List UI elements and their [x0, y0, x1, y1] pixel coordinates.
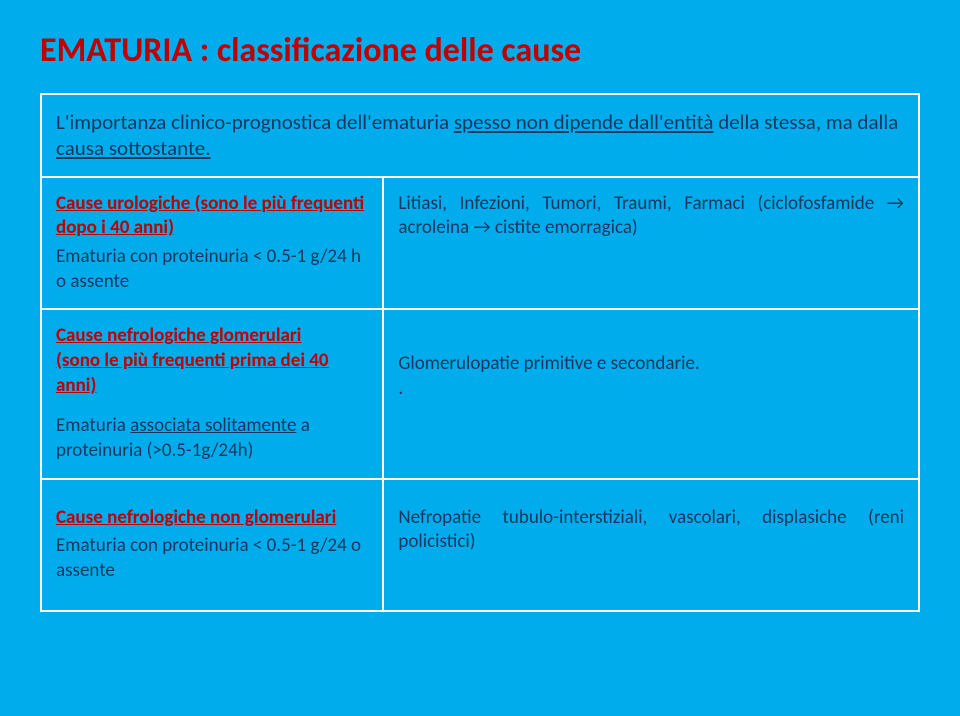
row-glomerulari: Cause nefrologiche glomerulari (sono le … [41, 309, 919, 478]
row2-left: Cause nefrologiche glomerulari (sono le … [41, 309, 383, 478]
row1-line1: Ematuria con proteinuria < 0.5-1 g/24 h … [56, 245, 368, 294]
spacer [56, 398, 368, 410]
intro-seg-4: causa sottostante. [56, 135, 211, 161]
row2-desc: Glomerulopatie primitive e secondarie. [398, 352, 904, 377]
row2-seg-1: Ematuria [56, 414, 130, 437]
row-non-glomerulari: Cause nefrologiche non glomerulari Ematu… [41, 479, 919, 611]
intro-text: L'importanza clinico-prognostica dell'em… [56, 109, 904, 162]
row1-right: Litiasi, Infezioni, Tumori, Traumi, Farm… [383, 177, 919, 310]
intro-seg-1: L'importanza clinico-prognostica dell'em… [56, 109, 454, 135]
row1-head-a: Cause urologiche [56, 192, 195, 215]
row3-right: Nefropatie tubulo-interstiziali, vascola… [383, 479, 919, 611]
row2-right: Glomerulopatie primitive e secondarie. . [383, 309, 919, 478]
intro-seg-2: spesso non dipende dall'entità [454, 109, 714, 135]
intro-row: L'importanza clinico-prognostica dell'em… [41, 94, 919, 177]
intro-seg-3: della stessa, ma dalla [713, 109, 898, 135]
row2-dot: . [398, 377, 904, 402]
slide-title: EMATURIA : classificazione delle cause [40, 30, 920, 71]
row3-line: Ematuria con proteinuria < 0.5-1 g/24 o … [56, 534, 368, 583]
row1-desc: Litiasi, Infezioni, Tumori, Traumi, Farm… [398, 192, 904, 241]
row2-line: Ematuria associata solitamente a protein… [56, 414, 368, 463]
row2-head-a: Cause nefrologiche glomerulari [56, 324, 368, 349]
content-table: L'importanza clinico-prognostica dell'em… [40, 93, 920, 612]
spacer-top [398, 324, 904, 352]
row3-left: Cause nefrologiche non glomerulari Ematu… [41, 479, 383, 611]
row-urologiche: Cause urologiche (sono le più frequenti … [41, 177, 919, 310]
row3-desc: Nefropatie tubulo-interstiziali, vascola… [398, 506, 904, 555]
row1-left: Cause urologiche (sono le più frequenti … [41, 177, 383, 310]
row3-head: Cause nefrologiche non glomerulari [56, 506, 368, 531]
row2-seg-2: associata solitamente [130, 414, 296, 437]
intro-cell: L'importanza clinico-prognostica dell'em… [41, 94, 919, 177]
row2-head-b: (sono le più frequenti prima dei 40 anni… [56, 349, 368, 398]
